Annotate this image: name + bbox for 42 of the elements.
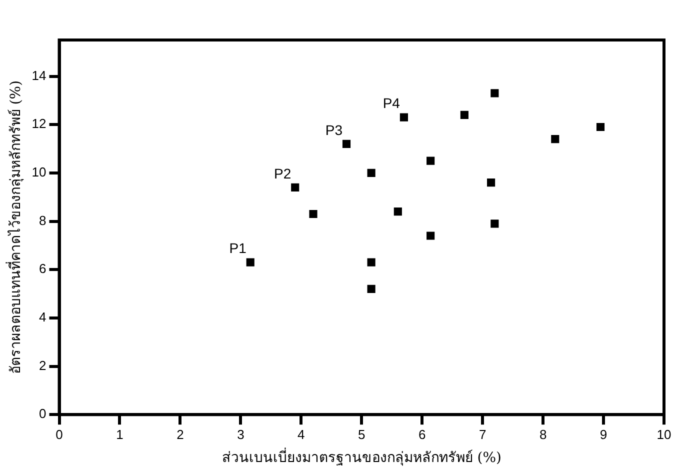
y-tick-label: 2 [39, 358, 46, 373]
x-tick-label: 4 [298, 426, 305, 442]
x-tick-label: 0 [56, 426, 63, 442]
point [596, 122, 605, 132]
y-tick-label: 4 [39, 310, 46, 325]
x-tick-label: 9 [600, 426, 608, 442]
point [460, 110, 468, 119]
y-tick-label: 0 [39, 406, 46, 422]
point [490, 220, 499, 228]
point [400, 113, 408, 122]
point [490, 89, 499, 98]
point [367, 284, 376, 293]
point [291, 183, 300, 192]
point [367, 168, 376, 177]
point [367, 258, 376, 266]
annotation: P3 [325, 122, 343, 138]
y-tick-label: 10 [32, 164, 46, 180]
y-axis-title: อัตราผลตอบแทนที่คาดไว้ของกลุ่มหลักทรัพย์ (%) [6, 80, 24, 374]
x-tick-label: 10 [656, 426, 672, 442]
x-tick-label: 8 [539, 426, 547, 442]
point [342, 140, 351, 148]
point [487, 178, 496, 187]
x-tick-label: 2 [176, 426, 184, 442]
point [309, 210, 318, 218]
annotation: P1 [229, 240, 247, 256]
x-tick-label: 7 [478, 426, 486, 442]
x-axis-title: ส่วนเบนเบี่ยงมาตรฐานของกลุ่มหลักทรัพย์ (%) [222, 448, 502, 466]
annotation: P2 [274, 165, 292, 182]
x-tick-label: 6 [418, 426, 426, 442]
x-tick-label: 3 [237, 426, 244, 442]
x-tick-label: 1 [116, 426, 124, 442]
annotation: P4 [382, 95, 400, 112]
y-tick-label: 14 [32, 68, 46, 83]
point [246, 258, 254, 266]
x-tick-label: 5 [358, 426, 366, 442]
y-tick-label: 6 [39, 261, 46, 276]
point [426, 156, 435, 165]
y-tick-label: 8 [39, 212, 46, 228]
point [394, 208, 402, 216]
point [426, 232, 435, 240]
y-tick-label: 12 [32, 116, 46, 132]
point [551, 135, 560, 144]
